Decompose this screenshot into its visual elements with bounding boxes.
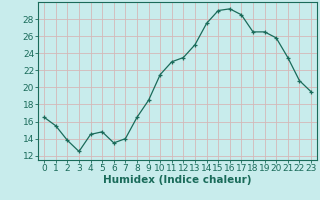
X-axis label: Humidex (Indice chaleur): Humidex (Indice chaleur) [103, 175, 252, 185]
